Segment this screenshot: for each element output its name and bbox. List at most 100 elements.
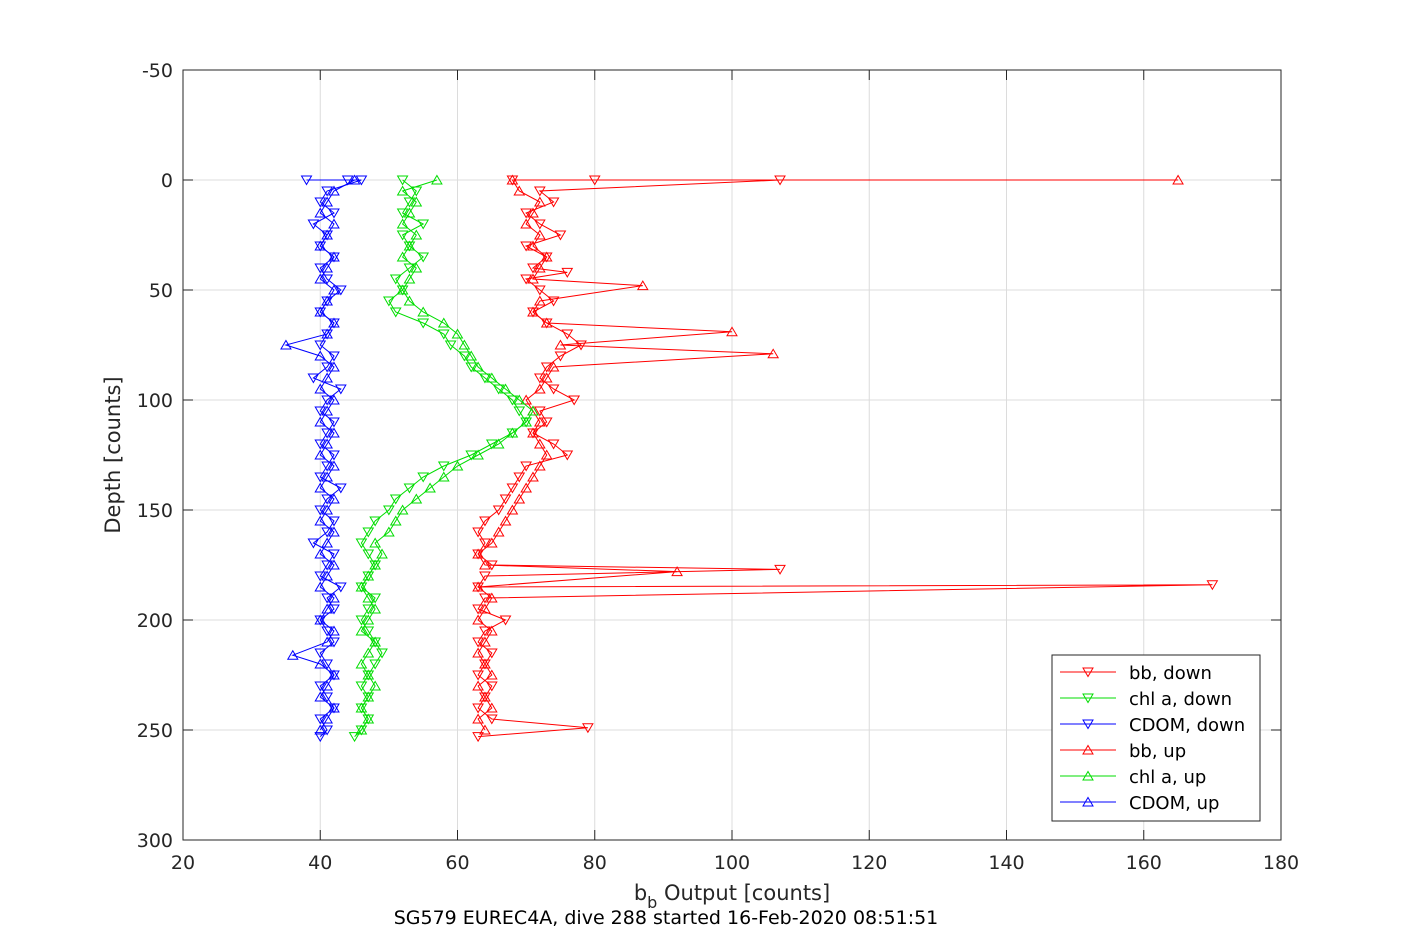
data-point — [554, 339, 567, 350]
data-point — [328, 702, 340, 713]
data-point — [403, 240, 416, 251]
data-point — [314, 732, 327, 743]
legend-item[interactable]: bb, up — [1060, 741, 1186, 762]
data-point — [472, 604, 484, 615]
data-point — [389, 494, 402, 505]
data-point — [499, 383, 512, 394]
data-point — [321, 186, 333, 197]
data-point — [479, 658, 491, 669]
caption: SG579 EUREC4A, dive 288 started 16-Feb-2… — [394, 907, 939, 929]
data-point — [479, 636, 491, 647]
data-point — [321, 229, 333, 240]
data-point — [520, 461, 532, 472]
data-point — [774, 564, 786, 575]
data-point — [472, 548, 484, 559]
data-point — [540, 417, 553, 428]
data-point — [328, 450, 340, 461]
data-point — [479, 626, 491, 637]
data-point — [328, 251, 340, 262]
legend[interactable]: bb, down chl a, down CDOM, down bb, up chl a… — [1051, 654, 1261, 822]
data-point — [485, 537, 498, 548]
data-point — [547, 439, 560, 450]
legend-item[interactable]: CDOM, up — [1060, 793, 1219, 814]
data-point — [513, 406, 526, 417]
data-point — [321, 680, 333, 691]
legend-marker-icon — [1082, 667, 1094, 678]
data-point — [314, 383, 327, 394]
data-point — [540, 251, 553, 262]
data-point — [499, 515, 512, 526]
data-point — [533, 295, 546, 306]
data-point — [362, 691, 375, 702]
data-point — [403, 273, 416, 284]
legend-label: bb, up — [1129, 741, 1186, 762]
data-point — [321, 328, 333, 339]
data-point — [403, 207, 416, 218]
data-point — [1172, 174, 1184, 185]
data-point — [513, 493, 526, 504]
data-point — [533, 285, 546, 296]
data-point — [540, 372, 553, 383]
data-point — [540, 362, 553, 373]
data-point — [547, 361, 560, 372]
data-point — [396, 175, 409, 186]
data-point — [321, 405, 333, 416]
data-point — [328, 592, 340, 603]
data-point — [465, 362, 478, 373]
data-point — [472, 680, 484, 691]
data-point — [355, 625, 368, 636]
data-point — [671, 566, 683, 577]
data-point — [314, 439, 327, 450]
data-point — [328, 669, 340, 680]
data-point — [369, 603, 382, 614]
data-point — [479, 603, 491, 614]
data-point — [533, 460, 546, 471]
legend-label: CDOM, up — [1129, 793, 1219, 814]
y-tick-label: 200 — [137, 610, 173, 632]
x-tick-label: 160 — [1126, 852, 1162, 874]
x-tick-label: 20 — [171, 852, 195, 874]
data-point — [417, 219, 430, 230]
data-point — [403, 483, 416, 494]
data-point — [328, 417, 340, 428]
data-point — [485, 648, 498, 659]
y-tick-label: 50 — [149, 280, 173, 302]
data-point — [362, 626, 375, 637]
data-point — [520, 241, 532, 252]
data-point — [314, 472, 327, 483]
data-point — [314, 658, 327, 669]
legend-label: chl a, down — [1129, 689, 1232, 710]
data-point — [499, 494, 512, 505]
data-point — [314, 340, 327, 351]
data-point — [321, 274, 333, 285]
legend-item[interactable]: CDOM, down — [1060, 715, 1245, 736]
data-point — [533, 438, 546, 449]
data-point — [307, 538, 320, 549]
y-tick-label: 150 — [137, 500, 173, 522]
data-point — [321, 362, 333, 373]
data-point — [314, 306, 327, 317]
data-point — [533, 196, 546, 207]
data-point — [362, 592, 375, 603]
data-point — [437, 329, 450, 340]
legend-item[interactable]: chl a, up — [1060, 767, 1206, 788]
data-point — [527, 427, 539, 438]
data-point — [396, 230, 409, 241]
legend-item[interactable]: bb, down — [1060, 663, 1212, 684]
data-point — [485, 625, 498, 636]
data-point — [582, 723, 594, 734]
data-point — [506, 427, 519, 438]
legend-item[interactable]: chl a, down — [1060, 689, 1232, 710]
x-tick-label: 60 — [445, 852, 469, 874]
data-point — [499, 615, 512, 626]
data-point — [472, 581, 484, 592]
data-point — [485, 592, 498, 603]
data-point — [307, 373, 320, 384]
data-point — [396, 208, 409, 219]
data-point — [369, 559, 382, 570]
series-line — [354, 179, 527, 737]
data-point — [321, 527, 333, 538]
data-point — [403, 197, 416, 208]
data-point — [527, 207, 539, 218]
data-point — [362, 527, 375, 538]
